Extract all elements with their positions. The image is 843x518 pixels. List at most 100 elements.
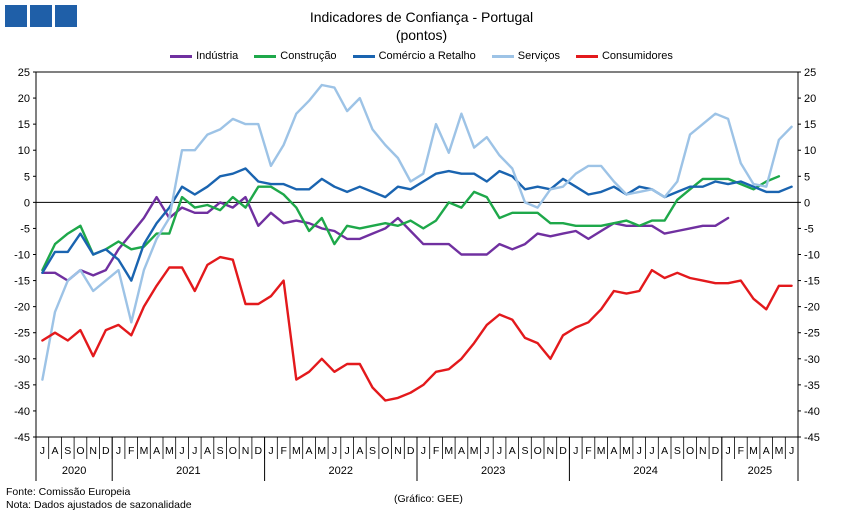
x-month-label: A xyxy=(763,445,770,457)
x-month-label: F xyxy=(585,445,591,457)
footer-source: Fonte: Comissão Europeia xyxy=(6,486,131,498)
y-tick-label-left: -45 xyxy=(14,432,30,444)
y-tick-label-left: -40 xyxy=(14,406,30,418)
x-month-label: N xyxy=(699,445,707,457)
y-tick-label-right: 20 xyxy=(804,93,816,105)
x-month-label: J xyxy=(484,445,489,457)
x-month-label: M xyxy=(597,445,606,457)
series-line-consumidores xyxy=(41,255,793,402)
y-tick-label-left: 25 xyxy=(18,67,30,79)
y-tick-label-left: 0 xyxy=(24,197,30,209)
x-month-label: J xyxy=(573,445,578,457)
x-month-label: J xyxy=(421,445,426,457)
x-month-label: M xyxy=(749,445,758,457)
x-month-label: A xyxy=(306,445,313,457)
x-month-label: M xyxy=(444,445,453,457)
legend-swatch-servicos xyxy=(491,54,514,58)
logo-square-1 xyxy=(5,5,27,27)
x-month-label: A xyxy=(52,445,59,457)
x-month-label: N xyxy=(89,445,97,457)
x-month-label: A xyxy=(610,445,617,457)
x-month-label: J xyxy=(192,445,197,457)
x-month-label: O xyxy=(76,445,84,457)
x-month-label: A xyxy=(356,445,363,457)
x-month-label: J xyxy=(332,445,337,457)
x-year-label: 2024 xyxy=(633,465,657,477)
x-month-label: M xyxy=(140,445,149,457)
y-tick-label-right: 15 xyxy=(804,119,816,131)
footer-credit: (Gráfico: GEE) xyxy=(394,493,463,505)
y-tick-label-right: -40 xyxy=(804,406,820,418)
x-month-label: N xyxy=(242,445,250,457)
x-month-label: F xyxy=(738,445,744,457)
legend-item-servicos: Serviços xyxy=(491,50,560,62)
x-month-label: O xyxy=(534,445,542,457)
x-month-label: S xyxy=(521,445,528,457)
x-month-label: J xyxy=(268,445,273,457)
y-tick-label-right: -20 xyxy=(804,302,820,314)
chart-subtitle: (pontos) xyxy=(395,27,448,43)
x-month-label: D xyxy=(712,445,720,457)
x-month-label: M xyxy=(622,445,631,457)
y-tick-label-left: -5 xyxy=(20,223,30,235)
y-tick-label-left: -25 xyxy=(14,328,30,340)
y-tick-label-right: -5 xyxy=(804,223,814,235)
x-month-label: J xyxy=(345,445,350,457)
x-month-label: A xyxy=(509,445,516,457)
y-tick-label-right: 5 xyxy=(804,171,810,183)
legend: Indústria Construção Comércio a Retalho … xyxy=(0,50,843,62)
x-year-label: 2020 xyxy=(62,465,86,477)
y-tick-label-right: -15 xyxy=(804,276,820,288)
x-month-label: J xyxy=(497,445,502,457)
y-tick-label-left: -20 xyxy=(14,302,30,314)
x-month-label: M xyxy=(165,445,174,457)
legend-item-construcao: Construção xyxy=(254,50,337,62)
x-year-label: 2021 xyxy=(176,465,200,477)
legend-label-servicos: Serviços xyxy=(517,50,560,62)
y-tick-label-left: 10 xyxy=(18,145,30,157)
series-line-construcao xyxy=(41,175,781,272)
y-tick-label-right: -30 xyxy=(804,354,820,366)
x-month-label: D xyxy=(407,445,415,457)
x-month-label: F xyxy=(128,445,134,457)
y-tick-label-left: 20 xyxy=(18,93,30,105)
x-month-label: D xyxy=(102,445,110,457)
legend-label-consumidores: Consumidores xyxy=(601,50,673,62)
legend-swatch-consumidores xyxy=(575,54,598,58)
x-month-label: A xyxy=(153,445,160,457)
x-month-label: J xyxy=(726,445,731,457)
x-month-label: S xyxy=(674,445,681,457)
x-month-label: J xyxy=(179,445,184,457)
x-month-label: O xyxy=(381,445,389,457)
x-month-label: F xyxy=(280,445,286,457)
y-tick-label-left: -15 xyxy=(14,276,30,288)
logo-square-2 xyxy=(30,5,52,27)
legend-swatch-construcao xyxy=(254,54,277,58)
legend-item-consumidores: Consumidores xyxy=(575,50,673,62)
x-month-label: F xyxy=(433,445,439,457)
x-month-label: S xyxy=(369,445,376,457)
y-tick-label-right: -25 xyxy=(804,328,820,340)
x-month-label: M xyxy=(317,445,326,457)
legend-swatch-comercio xyxy=(352,54,375,58)
x-month-label: J xyxy=(789,445,794,457)
y-tick-label-right: 0 xyxy=(804,197,810,209)
x-month-label: O xyxy=(229,445,237,457)
x-month-label: J xyxy=(116,445,121,457)
x-month-label: J xyxy=(40,445,45,457)
x-month-label: D xyxy=(559,445,567,457)
legend-label-industria: Indústria xyxy=(196,50,239,62)
x-month-label: A xyxy=(458,445,465,457)
y-tick-label-left: 15 xyxy=(18,119,30,131)
y-tick-label-left: 5 xyxy=(24,171,30,183)
x-month-label: J xyxy=(637,445,642,457)
x-year-label: 2023 xyxy=(481,465,505,477)
x-month-label: A xyxy=(661,445,668,457)
x-month-label: S xyxy=(217,445,224,457)
legend-item-comercio: Comércio a Retalho xyxy=(352,50,476,62)
logo-square-3 xyxy=(55,5,77,27)
legend-item-industria: Indústria xyxy=(170,50,238,62)
x-year-label: 2022 xyxy=(329,465,353,477)
footer-note: Nota: Dados ajustados de sazonalidade xyxy=(6,499,192,511)
legend-label-construcao: Construção xyxy=(280,50,337,62)
